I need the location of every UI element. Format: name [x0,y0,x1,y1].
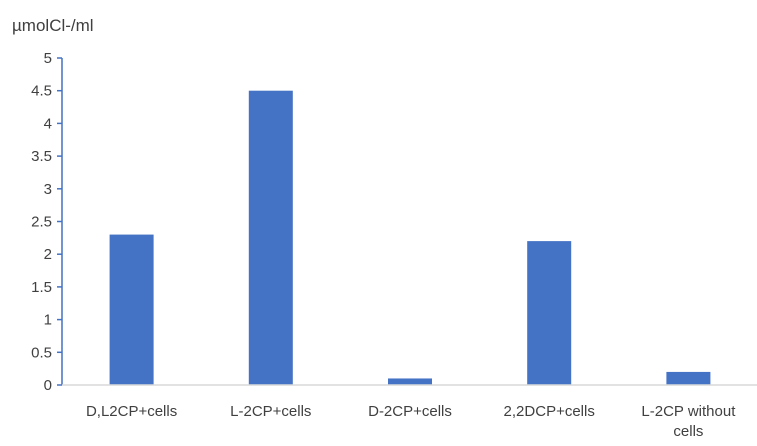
x-tick-label: cells [673,423,703,440]
bar [388,378,432,385]
y-tick-label: 2.5 [31,214,52,231]
x-tick-label: 2,2DCP+cells [504,403,595,420]
y-axis-label: µmolCl-/ml [12,16,94,35]
bar [248,90,293,385]
bar [109,234,154,385]
y-tick-label: 1 [44,312,52,329]
y-tick-label: 3.5 [31,148,52,165]
y-tick-label: 0 [44,377,52,394]
x-tick-label: D-2CP+cells [368,403,452,420]
y-tick-label: 5 [44,50,52,67]
y-tick-label: 3 [44,181,52,198]
y-tick-label: 2 [44,246,52,263]
y-axis: 0 0.5 1 1.5 2 2.5 3 3.5 4 4.5 5 [31,50,63,394]
x-tick-label: L-2CP+cells [230,403,311,420]
x-axis: D,L2CP+cells L-2CP+cells D-2CP+cells 2,2DCP… [62,384,757,440]
bar [527,241,572,385]
x-tick-label: D,L2CP+cells [86,403,177,420]
bar [666,371,711,385]
bar-series [109,90,711,385]
y-tick-label: 4.5 [31,83,52,100]
x-tick-label: L-2CP without [641,403,736,420]
y-tick-label: 0.5 [31,344,52,361]
y-tick-label: 4 [44,115,52,132]
y-tick-label: 1.5 [31,279,52,296]
